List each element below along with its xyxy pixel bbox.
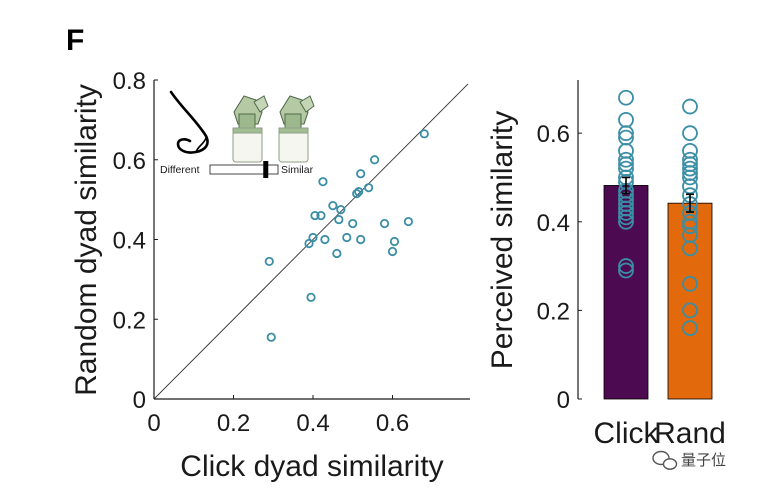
bar-data-point bbox=[618, 151, 634, 168]
bar-click bbox=[603, 185, 649, 400]
scatter-x-tick-label: 0.2 bbox=[217, 410, 250, 437]
wechat-icon bbox=[652, 450, 678, 470]
scatter-point bbox=[334, 214, 344, 225]
scatter-point bbox=[316, 210, 326, 221]
scatter-x-tick-label: 0 bbox=[147, 410, 160, 437]
bar-data-point bbox=[618, 125, 634, 142]
scatter-y-title: Random dyad similarity bbox=[70, 84, 103, 396]
bar-y-tick-label: 0.2 bbox=[537, 298, 570, 325]
inset-label-different: Different bbox=[160, 164, 200, 176]
scatter-point bbox=[348, 218, 358, 229]
scatter-point bbox=[342, 232, 352, 243]
scatter-point bbox=[419, 129, 429, 139]
scatter-x-title: Click dyad similarity bbox=[180, 450, 443, 483]
bar-data-point bbox=[618, 209, 634, 226]
scatter-chart: 0 0.2 0.4 0.6 0.8 0 0.2 0.4 0.6 Random dyad sim… bbox=[70, 68, 470, 483]
scatter-point bbox=[320, 234, 330, 245]
bar-data-point bbox=[618, 258, 634, 274]
bar-data-point bbox=[682, 218, 698, 235]
scatter-y-tick-label: 0 bbox=[133, 387, 146, 414]
scatter-point bbox=[332, 248, 342, 259]
scatter-point bbox=[389, 236, 400, 247]
scatter-x-tick-label: 0.6 bbox=[376, 410, 409, 437]
bar-data-point bbox=[682, 240, 698, 257]
watermark-text: 量子位 bbox=[681, 451, 726, 469]
bar-data-point bbox=[682, 98, 698, 115]
bar-data-point bbox=[682, 302, 698, 319]
scatter-y-tick-label: 0.8 bbox=[113, 68, 146, 95]
scatter-y-tick-label: 0.2 bbox=[113, 307, 146, 334]
scatter-point bbox=[336, 204, 346, 215]
bar-category-label: Click bbox=[594, 417, 660, 450]
bar-y-tick-label: 0.6 bbox=[537, 121, 570, 148]
rating-slider-track bbox=[209, 164, 279, 175]
bar-data-point bbox=[682, 160, 698, 177]
panel-letter: F bbox=[66, 24, 84, 57]
bar-data-point bbox=[682, 178, 698, 195]
bar-data-point bbox=[682, 169, 698, 186]
scatter-x-tick-label: 0.4 bbox=[296, 410, 329, 437]
bar-y-tick-label: 0.4 bbox=[537, 210, 570, 237]
bar-data-point bbox=[682, 320, 698, 337]
bar-category-label: Rand bbox=[654, 417, 726, 450]
bar-data-point bbox=[618, 111, 634, 128]
bar-data-point bbox=[618, 213, 634, 230]
scatter-point bbox=[356, 234, 366, 245]
scatter-point bbox=[264, 256, 274, 267]
bar-y-title: Perceived similarity bbox=[486, 111, 519, 369]
scatter-point bbox=[364, 183, 374, 193]
bar-data-point bbox=[682, 125, 698, 142]
scatter-point bbox=[306, 292, 316, 302]
scatter-point bbox=[387, 246, 398, 257]
scatter-y-tick-label: 0.6 bbox=[113, 148, 146, 175]
olfactometer-icon-right bbox=[278, 95, 315, 163]
scatter-point bbox=[310, 210, 320, 221]
scatter-point bbox=[328, 201, 338, 211]
scatter-point bbox=[318, 177, 328, 187]
scatter-point bbox=[266, 332, 276, 342]
scatter-point bbox=[308, 232, 318, 243]
bar-data-point bbox=[618, 205, 634, 221]
scatter-point bbox=[403, 216, 413, 227]
watermark: 量子位 bbox=[652, 450, 726, 470]
inset-illustration: Different Similar bbox=[160, 90, 315, 178]
bar-data-point bbox=[682, 275, 698, 292]
scatter-point bbox=[356, 169, 366, 179]
scatter-point bbox=[370, 155, 380, 165]
bar-data-point bbox=[618, 262, 634, 279]
inset-label-similar: Similar bbox=[281, 164, 314, 176]
olfactometer-icon-left bbox=[232, 95, 269, 163]
scatter-point bbox=[352, 189, 362, 199]
bar-data-point bbox=[618, 89, 634, 106]
scatter-y-tick-label: 0.4 bbox=[113, 228, 146, 255]
scatter-point bbox=[354, 187, 364, 197]
nose-icon bbox=[169, 90, 209, 154]
scatter-point bbox=[379, 218, 390, 229]
rating-slider-thumb bbox=[263, 161, 269, 178]
bar-y-tick-label: 0 bbox=[557, 387, 570, 414]
